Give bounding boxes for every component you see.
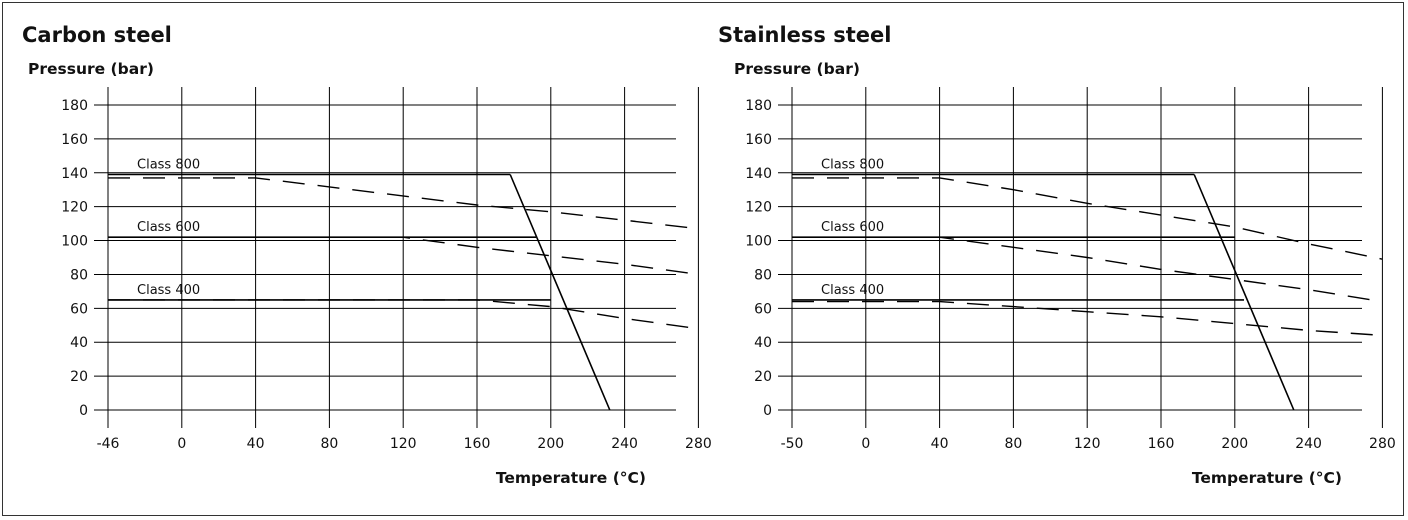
- x-tick-label: 120: [390, 436, 417, 452]
- x-tick-label: 240: [611, 436, 638, 452]
- class-600-dashed-line: [792, 236, 1383, 303]
- class-800-dashed-line: [108, 177, 699, 230]
- x-tick-label: 0: [861, 436, 870, 452]
- y-tick-label: 40: [754, 335, 772, 351]
- x-tick-label: 80: [320, 436, 338, 452]
- y-axis-label: Pressure (bar): [734, 60, 860, 78]
- y-tick-label: 120: [745, 200, 772, 216]
- class-600-label: Class 600: [137, 220, 200, 235]
- chart-title: Carbon steel: [22, 23, 172, 47]
- chart-title: Stainless steel: [718, 23, 891, 47]
- class-800-label: Class 800: [137, 157, 200, 172]
- y-tick-label: 80: [754, 267, 772, 283]
- x-tick-label: 40: [931, 436, 949, 452]
- x-axis-label: Temperature (°C): [496, 469, 646, 487]
- x-tick-label: 40: [247, 436, 265, 452]
- temperature-limit-line: [509, 174, 611, 411]
- x-tick-label: -50: [781, 436, 804, 452]
- x-tick-label: 160: [1148, 436, 1175, 452]
- y-tick-label: 140: [745, 166, 772, 182]
- y-tick-label: 20: [70, 369, 88, 385]
- y-tick-label: 60: [70, 301, 88, 317]
- class-400-label: Class 400: [821, 283, 884, 298]
- x-tick-label: 240: [1295, 436, 1322, 452]
- stainless-steel-chart: Stainless steel Pressure (bar) Temperature…: [718, 23, 1396, 487]
- y-tick-label: 160: [61, 132, 88, 148]
- x-tick-label: 120: [1074, 436, 1101, 452]
- y-tick-label: 180: [745, 98, 772, 114]
- y-tick-label: 0: [79, 403, 88, 419]
- class-400-dashed-line: [792, 300, 1383, 337]
- y-tick-label: 0: [763, 403, 772, 419]
- x-axis-label: Temperature (°C): [1192, 469, 1342, 487]
- y-tick-label: 140: [61, 166, 88, 182]
- class-800-label: Class 800: [821, 157, 884, 172]
- x-tick-label: 280: [1369, 436, 1396, 452]
- class-600-label: Class 600: [821, 220, 884, 235]
- x-tick-label: 160: [464, 436, 491, 452]
- class-400-dashed-line: [108, 299, 699, 330]
- class-800-dashed-line: [792, 177, 1383, 260]
- y-tick-label: 100: [61, 234, 88, 250]
- y-tick-label: 180: [61, 98, 88, 114]
- y-tick-label: 120: [61, 200, 88, 216]
- y-tick-label: 20: [754, 369, 772, 385]
- x-tick-label: 200: [537, 436, 564, 452]
- y-tick-label: 160: [745, 132, 772, 148]
- x-tick-label: 80: [1004, 436, 1022, 452]
- x-tick-label: 0: [177, 436, 186, 452]
- y-tick-label: 60: [754, 301, 772, 317]
- y-tick-label: 100: [745, 234, 772, 250]
- class-400-label: Class 400: [137, 283, 200, 298]
- y-tick-label: 40: [70, 335, 88, 351]
- x-tick-label: 200: [1221, 436, 1248, 452]
- x-tick-label: -46: [97, 436, 120, 452]
- y-axis-label: Pressure (bar): [28, 60, 154, 78]
- temperature-limit-line: [1193, 174, 1295, 411]
- y-tick-label: 80: [70, 267, 88, 283]
- x-tick-label: 280: [685, 436, 712, 452]
- carbon-steel-chart: Carbon steel Pressure (bar) Temperature (°…: [22, 23, 712, 487]
- class-600-dashed-line: [108, 236, 699, 276]
